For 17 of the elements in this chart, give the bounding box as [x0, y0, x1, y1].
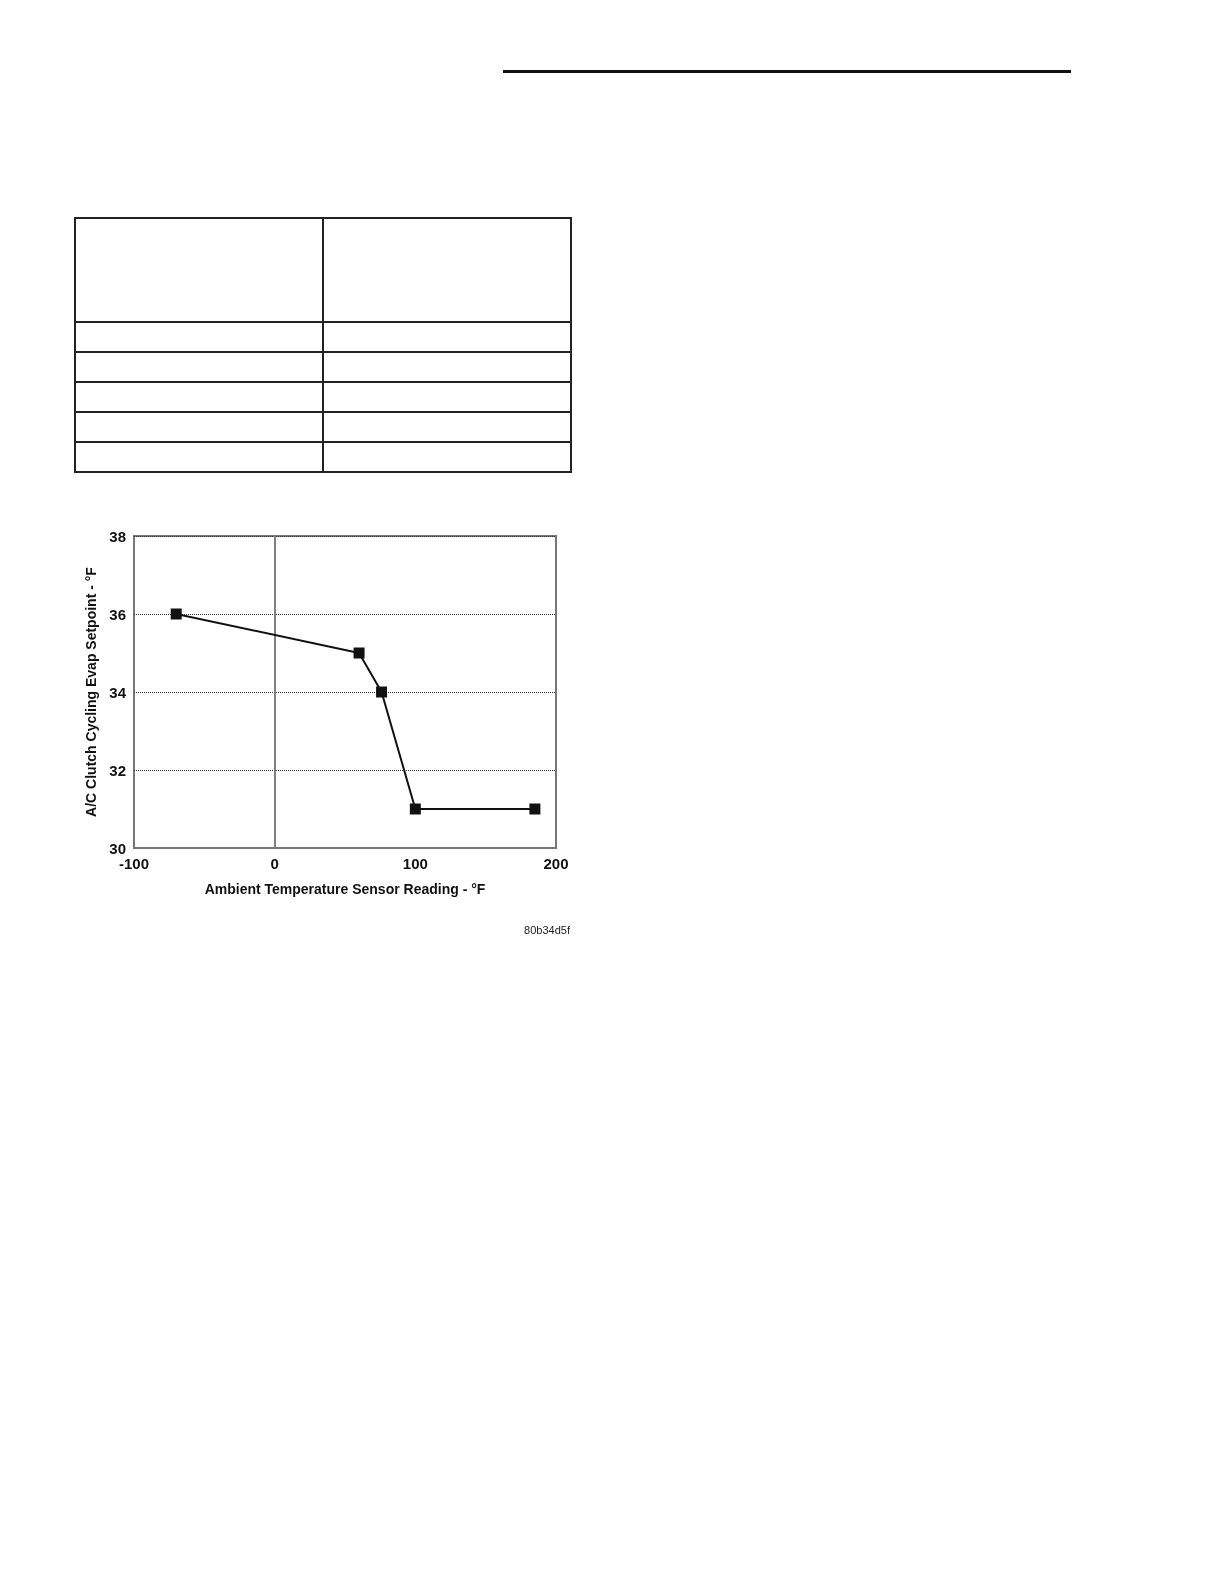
point — [409, 803, 421, 815]
y-tick-label: 32 — [109, 761, 126, 779]
x-tick-label: 100 — [402, 855, 428, 872]
y-tick-label: 38 — [109, 527, 126, 545]
point — [376, 686, 388, 698]
point — [353, 647, 365, 659]
x-axis-title: Ambient Temperature Sensor Reading - °F — [204, 881, 486, 897]
y-tick-label: 34 — [109, 683, 127, 701]
x-tick-label: -100 — [118, 855, 150, 872]
y-tick-label: 36 — [109, 605, 126, 623]
y-tick-label: 30 — [109, 839, 126, 857]
point — [529, 803, 541, 815]
x-tick-label: 0 — [270, 855, 279, 872]
y-axis-title: A/C Clutch Cycling Evap Setpoint - °F — [83, 566, 99, 817]
x-tick-label: 200 — [543, 855, 569, 872]
text: 80b34d5f — [523, 924, 570, 936]
point — [170, 608, 182, 620]
